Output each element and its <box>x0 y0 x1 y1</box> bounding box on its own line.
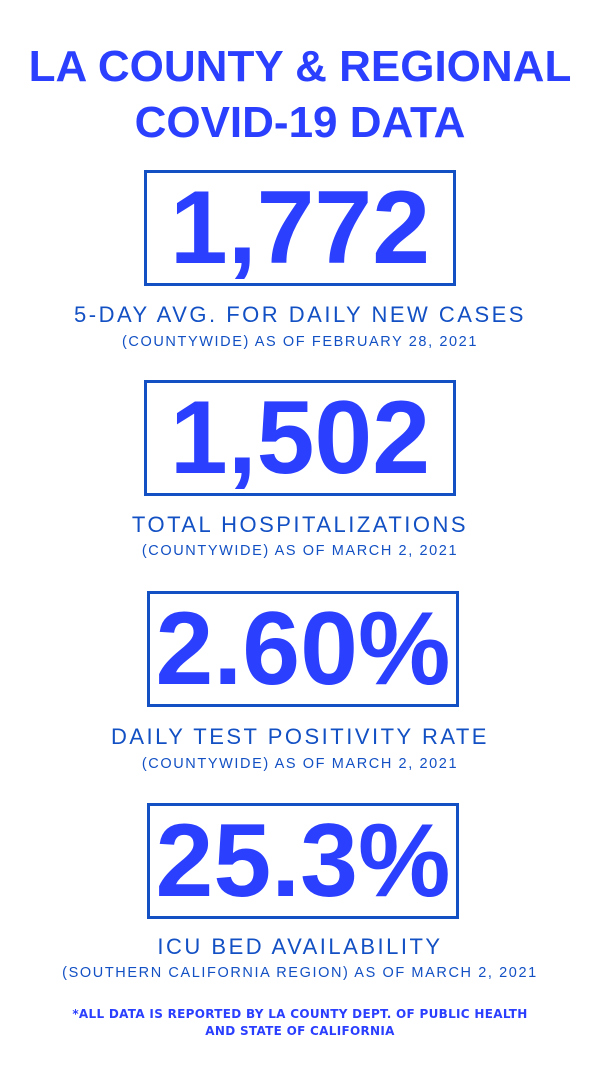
stat-box-new-cases: 1,772 <box>144 170 456 286</box>
stat-subtitle: (COUNTYWIDE) AS OF MARCH 2, 2021 <box>141 756 459 772</box>
stat-subtitle: (COUNTYWIDE) AS OF MARCH 2, 2021 <box>141 543 459 559</box>
stat-box-hospitalizations: 1,502 <box>144 380 456 496</box>
stat-label: DAILY TEST POSITIVITY RATE <box>111 724 489 749</box>
page-title-line2: COVID-19 DATA <box>134 98 466 147</box>
stat-subtitle: (SOUTHERN CALIFORNIA REGION) AS OF MARCH… <box>62 965 538 981</box>
stat-subtitle: (COUNTYWIDE) AS OF FEBRUARY 28, 2021 <box>121 334 478 350</box>
stat-label: TOTAL HOSPITALIZATIONS <box>131 512 469 537</box>
stat-value: 1,772 <box>169 170 431 286</box>
stat-box-positivity: 2.60% <box>147 591 459 707</box>
stat-box-icu: 25.3% <box>147 803 459 919</box>
stat-value: 1,502 <box>169 380 431 496</box>
stat-value: 25.3% <box>155 803 451 919</box>
stat-label: 5-DAY AVG. FOR DAILY NEW CASES <box>74 302 526 327</box>
stat-label: ICU BED AVAILABILITY <box>157 934 443 959</box>
footnote-line1: *ALL DATA IS REPORTED BY LA COUNTY DEPT.… <box>72 1007 528 1021</box>
page-title-line1: LA COUNTY & REGIONAL <box>28 42 572 91</box>
footnote-line2: AND STATE OF CALIFORNIA <box>205 1024 395 1038</box>
stat-value: 2.60% <box>155 591 451 707</box>
